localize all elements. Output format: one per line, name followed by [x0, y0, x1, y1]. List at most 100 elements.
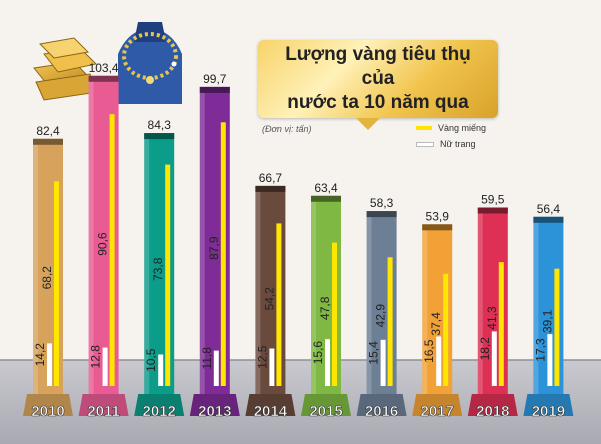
bar-cap-2011 [88, 75, 119, 82]
bar-nu-trang-2014 [269, 348, 275, 386]
bar-nu-trang-2017 [436, 336, 442, 386]
total-label-2016: 58,3 [370, 196, 394, 210]
label-vang-mieng-2013: 87,9 [207, 236, 221, 260]
label-nu-trang-2018: 18,2 [478, 337, 492, 361]
total-label-2014: 66,7 [259, 171, 283, 185]
year-label-2015: 2015 [309, 403, 342, 420]
label-vang-mieng-2011: 90,6 [96, 232, 110, 256]
label-vang-mieng-2017: 37,4 [429, 312, 443, 336]
bar-vang-mieng-2014 [276, 223, 282, 386]
label-nu-trang-2012: 10,5 [144, 348, 158, 372]
bar-highlight-2010 [33, 138, 38, 394]
bar-vang-mieng-2017 [443, 273, 449, 386]
legend-item-nu-trang: Nữ trang [416, 136, 486, 152]
label-nu-trang-2019: 17,3 [533, 338, 547, 362]
bar-highlight-2015 [311, 195, 316, 394]
bar-cap-2018 [477, 207, 508, 214]
total-label-2012: 84,3 [148, 118, 172, 132]
column-base-2011 [78, 394, 129, 416]
chart-title-line-1: Lượng vàng tiêu thụ của [285, 44, 471, 89]
label-nu-trang-2017: 16,5 [422, 339, 436, 363]
total-label-2019: 56,4 [537, 202, 561, 216]
bar-vang-mieng-2016 [387, 257, 393, 386]
year-label-2014: 2014 [254, 403, 288, 420]
year-label-2016: 2016 [365, 403, 398, 420]
column-base-2019 [523, 394, 574, 416]
year-label-2018: 2018 [476, 403, 509, 420]
legend-swatch-vang-mieng [416, 126, 432, 130]
bar-cap-2019 [533, 216, 564, 223]
bar-cap-2010 [33, 138, 63, 145]
label-vang-mieng-2010: 68,2 [40, 266, 54, 290]
column-base-2015 [301, 394, 351, 416]
label-nu-trang-2011: 12,8 [89, 345, 103, 369]
label-vang-mieng-2016: 42,9 [374, 304, 388, 328]
label-vang-mieng-2015: 47,8 [318, 296, 332, 320]
legend: Vàng miếng Nữ trang [416, 120, 486, 152]
legend-label-nu-trang: Nữ trang [440, 139, 476, 149]
bar-nu-trang-2012 [158, 354, 164, 386]
label-nu-trang-2016: 15,4 [367, 341, 381, 365]
column-base-2014 [245, 394, 296, 416]
total-label-2018: 59,5 [481, 193, 505, 207]
year-label-2017: 2017 [421, 403, 454, 420]
unit-note: (Đơn vị: tấn) [262, 124, 312, 134]
legend-swatch-nu-trang [416, 141, 434, 147]
column-base-2016 [356, 394, 407, 416]
bar-nu-trang-2018 [491, 331, 497, 386]
chart-title-line-2: nước ta 10 năm qua [287, 92, 469, 113]
bar-vang-mieng-2015 [332, 242, 337, 386]
bar-nu-trang-2013 [213, 350, 219, 386]
bar-vang-mieng-2012 [165, 164, 171, 386]
bar-cap-2017 [422, 224, 453, 231]
bar-highlight-2019 [533, 216, 539, 394]
bar-vang-mieng-2019 [554, 268, 560, 386]
bar-highlight-2017 [422, 224, 428, 394]
label-vang-mieng-2012: 73,8 [151, 257, 165, 281]
bar-highlight-2013 [199, 86, 205, 395]
total-label-2017: 53,9 [426, 209, 450, 223]
bar-columns: 82,4 68,2 14,2 103,4 90,6 12,8 84,3 73,8 10,5 99,… [23, 61, 574, 416]
bar-vang-mieng-2011 [109, 114, 115, 386]
bar-nu-trang-2019 [547, 334, 553, 386]
necklace-bust-icon [118, 22, 182, 104]
bar-vang-mieng-2018 [498, 262, 504, 386]
column-base-2012 [134, 394, 185, 416]
year-labels: 2010 2011 2012 2013 2014 2015 2016 2017 2018 2019 [31, 403, 565, 421]
bar-cap-2012 [144, 133, 175, 140]
legend-item-vang-mieng: Vàng miếng [416, 120, 486, 136]
gold-bars-icon [33, 37, 99, 101]
bar-cap-2014 [255, 185, 286, 192]
year-label-2012: 2012 [143, 403, 176, 420]
bar-cap-2015 [311, 195, 341, 202]
bar-nu-trang-2011 [102, 347, 108, 386]
bar-nu-trang-2015 [325, 339, 330, 386]
total-label-2015: 63,4 [314, 181, 338, 195]
year-label-2019: 2019 [532, 403, 565, 420]
total-label-2013: 99,7 [203, 72, 227, 86]
label-nu-trang-2014: 12,5 [255, 345, 269, 369]
total-label-2011: 103,4 [89, 61, 119, 75]
bar-vang-mieng-2013 [220, 122, 226, 387]
year-label-2010: 2010 [31, 403, 64, 420]
bar-nu-trang-2010 [47, 343, 52, 386]
bar-nu-trang-2016 [380, 339, 386, 386]
year-label-2013: 2013 [198, 403, 231, 420]
bar-highlight-2012 [144, 133, 150, 394]
bar-vang-mieng-2010 [54, 181, 59, 386]
label-vang-mieng-2018: 41,3 [485, 306, 499, 330]
bar-highlight-2018 [477, 207, 483, 394]
bar-highlight-2011 [88, 75, 94, 395]
total-label-2010: 82,4 [36, 124, 60, 138]
bar-highlight-2016 [366, 211, 372, 394]
bar-highlight-2014 [255, 185, 261, 394]
bar-cap-2016 [366, 211, 397, 218]
chart-title: Lượng vàng tiêu thụ của nước ta 10 năm q… [278, 43, 478, 115]
label-vang-mieng-2019: 39,1 [540, 309, 554, 333]
label-nu-trang-2013: 11,8 [200, 347, 214, 370]
bar-cap-2013 [199, 86, 230, 93]
column-base-2010 [23, 394, 73, 416]
legend-label-vang-mieng: Vàng miếng [438, 123, 487, 133]
year-label-2011: 2011 [87, 403, 120, 420]
